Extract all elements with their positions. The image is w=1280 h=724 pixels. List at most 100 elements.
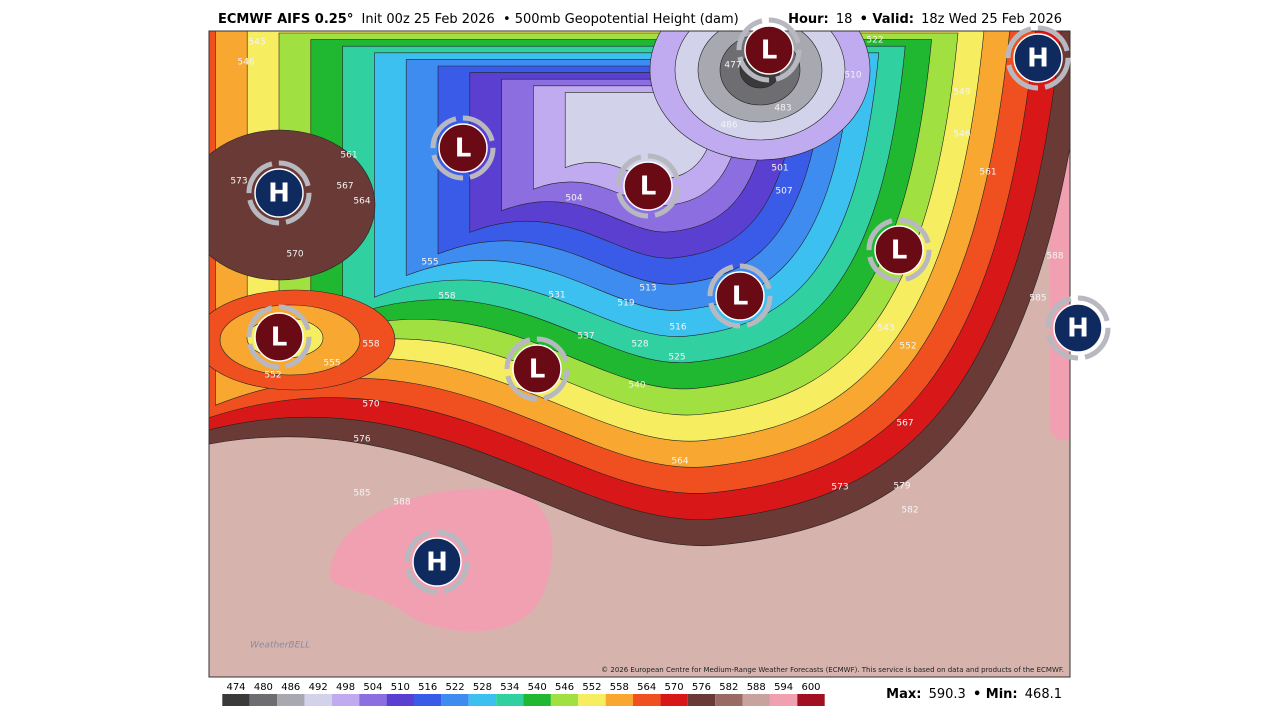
contour-label: 564 xyxy=(353,197,370,207)
contour-label: 588 xyxy=(393,498,410,508)
colorbar-label: 576 xyxy=(692,682,711,693)
center-letter: L xyxy=(529,355,546,385)
colorbar-label: 528 xyxy=(473,682,492,693)
contour-label: 546 xyxy=(953,130,970,140)
contour-label: 561 xyxy=(340,151,357,161)
contour-label: 477 xyxy=(724,61,741,71)
colorbar-swatch xyxy=(742,694,770,706)
center-badge xyxy=(715,271,765,321)
colorbar: 474 480 486 492 498 504 510 516 522 528 534 540 546 5… xyxy=(222,682,825,706)
init: Init 00z 25 Feb 2026 xyxy=(362,12,495,27)
contour-label: 555 xyxy=(421,258,438,268)
contour-label: 519 xyxy=(617,299,634,309)
colorbar-swatch xyxy=(496,694,524,706)
header-left: ECMWF AIFS 0.25° Init 00z 25 Feb 2026 • … xyxy=(218,12,739,27)
valid: 18z Wed 25 Feb 2026 xyxy=(921,12,1062,27)
colorbar-swatch xyxy=(441,694,469,706)
contour-label: 567 xyxy=(896,419,913,429)
colorbar-swatch xyxy=(687,694,716,706)
colorbar-label: 480 xyxy=(254,682,273,693)
contour-label: 585 xyxy=(353,489,370,499)
center-letter: L xyxy=(891,236,908,266)
contour-label: 522 xyxy=(866,36,883,46)
colorbar-swatch xyxy=(605,694,634,706)
colorbar-swatch xyxy=(331,694,360,706)
center-ring xyxy=(404,529,470,595)
center-letter: L xyxy=(732,282,749,312)
contour-label: 504 xyxy=(565,194,582,204)
colorbar-label: 600 xyxy=(801,682,820,693)
center-badge xyxy=(1053,303,1103,353)
colorbar-label: 564 xyxy=(637,682,656,693)
center-ring xyxy=(1005,25,1071,91)
colorbar-swatch xyxy=(304,694,332,706)
colorbar-label: 498 xyxy=(336,682,355,693)
center-letter: L xyxy=(761,36,778,66)
center-badge xyxy=(1013,33,1063,83)
contour-label: 573 xyxy=(831,483,848,493)
min: 468.1 xyxy=(1025,687,1062,702)
center-ring xyxy=(707,263,773,329)
colorbar-swatch xyxy=(413,694,442,706)
colorbar-label: 504 xyxy=(363,682,382,693)
model: ECMWF AIFS 0.25° xyxy=(218,12,353,27)
colorbar-swatch xyxy=(797,694,825,706)
header-right: Hour: 18 • Valid: 18z Wed 25 Feb 2026 xyxy=(788,12,1062,27)
colorbar-swatch xyxy=(578,694,606,706)
center-badge xyxy=(438,123,488,173)
contour-label: 558 xyxy=(438,292,455,302)
center-badge xyxy=(254,168,304,218)
center-ring xyxy=(430,115,496,181)
contour-label: 528 xyxy=(631,340,648,350)
contour-label: 576 xyxy=(353,435,370,445)
contour-label: 552 xyxy=(899,342,916,352)
colorbar-label: 522 xyxy=(446,682,465,693)
center-ring xyxy=(246,160,312,226)
center-badge xyxy=(744,25,794,75)
contour-label: 573 xyxy=(230,177,247,187)
colorbar-label: 510 xyxy=(391,682,410,693)
colorbar-swatch xyxy=(633,694,661,706)
contour-label: 501 xyxy=(771,164,788,174)
center-ring xyxy=(736,17,802,83)
contour-label: 558 xyxy=(362,340,379,350)
colorbar-label: 492 xyxy=(309,682,328,693)
colorbar-swatch xyxy=(359,694,387,706)
center-badge xyxy=(623,161,673,211)
hour: 18 xyxy=(836,12,853,27)
max: 590.3 xyxy=(929,687,966,702)
center-ring xyxy=(866,217,932,283)
colorbar-label: 558 xyxy=(610,682,629,693)
center-letter: H xyxy=(1027,44,1049,74)
contour-label: 486 xyxy=(720,121,737,131)
colorbar-label: 534 xyxy=(500,682,519,693)
contour-label: 570 xyxy=(286,250,303,260)
contour-label: 552 xyxy=(264,371,281,381)
contour-label: 540 xyxy=(628,381,645,391)
center-ring xyxy=(1045,295,1111,361)
center-letter: H xyxy=(1067,314,1089,344)
contour-label: 510 xyxy=(844,71,861,81)
contour-label: 507 xyxy=(775,187,792,197)
logo: WeatherBELL xyxy=(250,641,310,651)
max-label: Max: xyxy=(886,687,921,702)
center-letter: L xyxy=(640,172,657,202)
contour-label: 543 xyxy=(877,324,894,334)
contour-label: 570 xyxy=(362,400,379,410)
colorbar-label: 540 xyxy=(528,682,547,693)
contour-label: 546 xyxy=(237,58,254,68)
colorbar-label: 552 xyxy=(582,682,601,693)
center-badge xyxy=(254,312,304,362)
contour-label: 531 xyxy=(548,291,565,301)
contour-label: 483 xyxy=(774,104,791,114)
contour-label: 585 xyxy=(1029,294,1046,304)
center-ring xyxy=(615,153,681,219)
copyright: © 2026 European Centre for Medium-Range … xyxy=(601,666,1064,674)
contour-label: 549 xyxy=(953,88,970,98)
valid-label: • Valid: xyxy=(860,12,914,27)
min-label: • Min: xyxy=(973,687,1018,702)
colorbar-label: 570 xyxy=(665,682,684,693)
contour-label: 582 xyxy=(901,506,918,516)
colorbar-label: 546 xyxy=(555,682,574,693)
